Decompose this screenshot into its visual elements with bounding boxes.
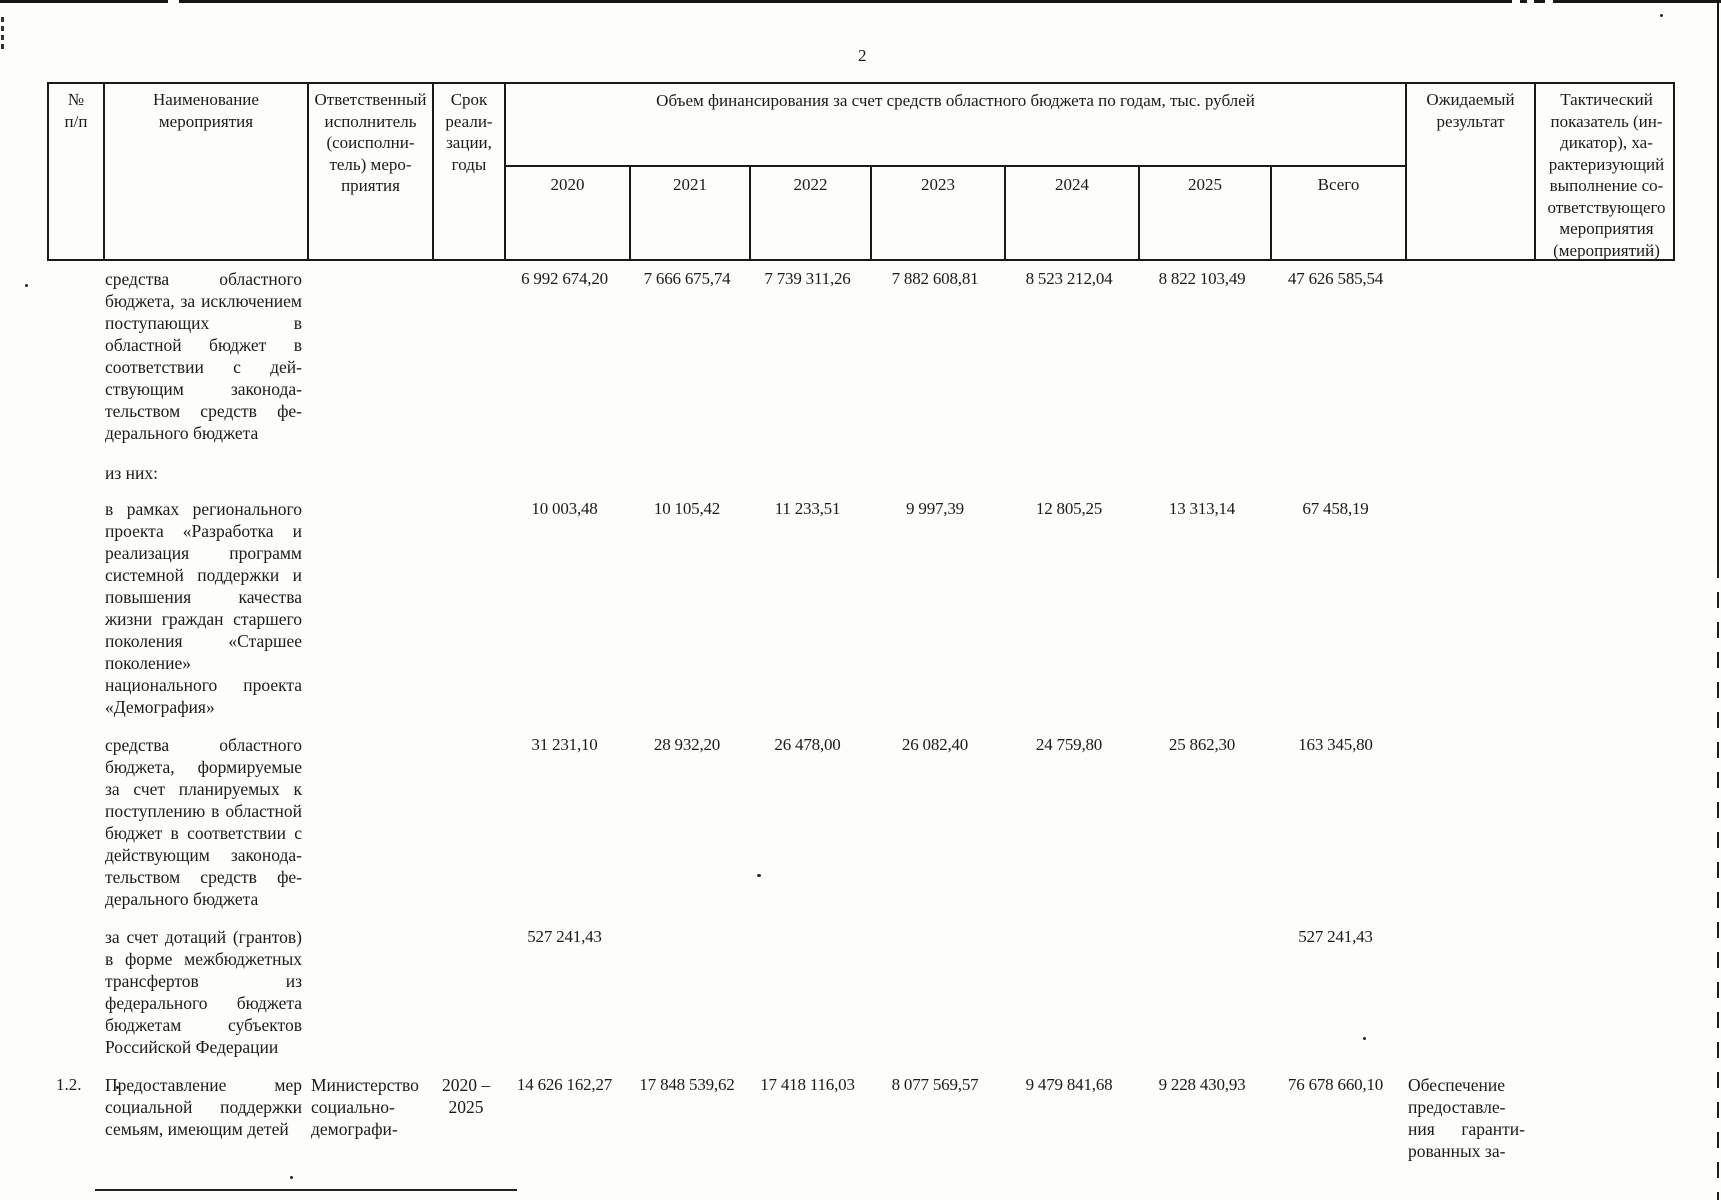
cell-value-2020: 527 241,43: [527, 927, 602, 946]
cell-value-2023: 26 082,40: [901, 735, 969, 754]
table-row: средства областного бюджета, формируе­мы…: [47, 734, 1675, 910]
cell-value-2021: 28 932,20: [653, 735, 721, 754]
table-row: за счет дотаций (гран­тов) в форме межбю…: [47, 926, 1675, 1058]
cell-value-2024: 24 759,80: [1035, 735, 1103, 754]
page-number: 2: [858, 46, 867, 65]
header-year-2023: 2023: [870, 165, 1004, 259]
cell-value-2023: 9 997,39: [906, 499, 964, 518]
header-col-period: Срок реали­зации, годы: [432, 84, 504, 259]
table-row: в рамках регионально­го проекта «Разрабо…: [47, 498, 1675, 718]
cell-value-2025: 9 228 430,93: [1158, 1075, 1246, 1094]
cell-period: 2020 – 2025: [441, 1075, 491, 1117]
header-year-2021: 2021: [629, 165, 749, 259]
cell-value-2020: 31 231,10: [531, 735, 598, 754]
cell-value-2020: 6 992 674,20: [521, 269, 608, 288]
cell-value-total: 67 458,19: [1302, 499, 1369, 518]
scan-line-bottom: [95, 1189, 517, 1191]
cell-value-total: 76 678 660,10: [1287, 1075, 1384, 1094]
scan-speck: [25, 284, 28, 287]
scan-speck: [116, 1086, 119, 1089]
cell-value-2022: 26 478,00: [774, 735, 841, 754]
cell-value-2021: 10 105,42: [653, 499, 721, 518]
cell-value-2024: 9 479 841,68: [1025, 1075, 1113, 1094]
cell-name: средства областного бюджета, формируе­мы…: [105, 735, 302, 909]
scan-edge-line-right-dashed: [1717, 562, 1719, 1200]
cell-value-2024: 8 523 212,04: [1025, 269, 1113, 288]
header-col-executor: Ответствен­ный испол­нитель (соисполни­т…: [307, 84, 432, 259]
cell-value-2025: 8 822 103,49: [1158, 269, 1246, 288]
scan-edge-line-right: [1717, 2, 1719, 562]
cell-value-2020: 10 003,48: [531, 499, 598, 518]
table-header: № п/п Наименование мероприятия Ответстве…: [47, 82, 1675, 261]
cell-value-2023: 7 882 608,81: [891, 269, 979, 288]
table-row: средства областного бюджета, за исключе­…: [47, 268, 1675, 444]
cell-value-total: 527 241,43: [1298, 927, 1373, 946]
scan-edge-line-top: [0, 0, 1721, 3]
cell-executor: Министер­ство соци­ально-демографи-: [311, 1075, 419, 1139]
header-year-2024: 2024: [1004, 165, 1138, 259]
cell-value-2022: 17 418 116,03: [760, 1075, 855, 1094]
header-col-total: Всего: [1270, 165, 1405, 259]
financing-table: № п/п Наименование мероприятия Ответстве…: [47, 82, 1675, 1162]
header-year-2020: 2020: [504, 165, 629, 259]
cell-name: в рамках регионально­го проекта «Разрабо…: [105, 499, 302, 717]
cell-name: средства областного бюджета, за исключе­…: [105, 269, 302, 443]
cell-value-2023: 8 077 569,57: [891, 1075, 979, 1094]
scan-speck: [1660, 14, 1663, 17]
scan-speck: [1363, 1037, 1366, 1040]
scan-speck: [290, 1176, 293, 1179]
cell-expected-result: Обеспечение предоставле­ния гаранти­рова…: [1408, 1075, 1525, 1161]
cell-value-total: 47 626 585,54: [1287, 269, 1384, 288]
cell-value-2021: 17 848 539,62: [639, 1075, 735, 1094]
table-row: из них:: [47, 462, 1675, 484]
header-col-name: Наименование мероприятия: [103, 84, 307, 259]
header-year-2022: 2022: [749, 165, 870, 259]
cell-name: Предоставление мер социальной поддерж­ки…: [105, 1075, 302, 1139]
cell-value-2024: 12 805,25: [1035, 499, 1103, 518]
cell-name: за счет дотаций (гран­тов) в форме межбю…: [105, 927, 302, 1057]
header-col-num: № п/п: [64, 90, 88, 131]
header-col-expected-result: Ожидаемый результат: [1405, 84, 1534, 259]
cell-name: из них:: [105, 463, 158, 483]
header-group-financing: Объем финансирования за счет средств обл…: [504, 84, 1405, 165]
cell-value-total: 163 345,80: [1298, 735, 1373, 754]
cell-value-2025: 25 862,30: [1168, 735, 1236, 754]
cell-value-2022: 7 739 311,26: [764, 269, 851, 288]
cell-value-2021: 7 666 675,74: [643, 269, 731, 288]
header-year-2025: 2025: [1138, 165, 1270, 259]
cell-value-2025: 13 313,14: [1168, 499, 1236, 518]
cell-value-2022: 11 233,51: [774, 499, 841, 518]
cell-row-num: 1.2.: [56, 1075, 82, 1094]
scan-edge-mark-left: [1, 17, 4, 49]
scan-speck: [757, 874, 761, 877]
table-row: 1.2. Предоставление мер социальной подде…: [47, 1074, 1675, 1162]
header-col-indicator: Тактический показатель (ин­дикатор), ха­…: [1534, 84, 1677, 260]
cell-value-2020: 14 626 162,27: [516, 1075, 613, 1094]
